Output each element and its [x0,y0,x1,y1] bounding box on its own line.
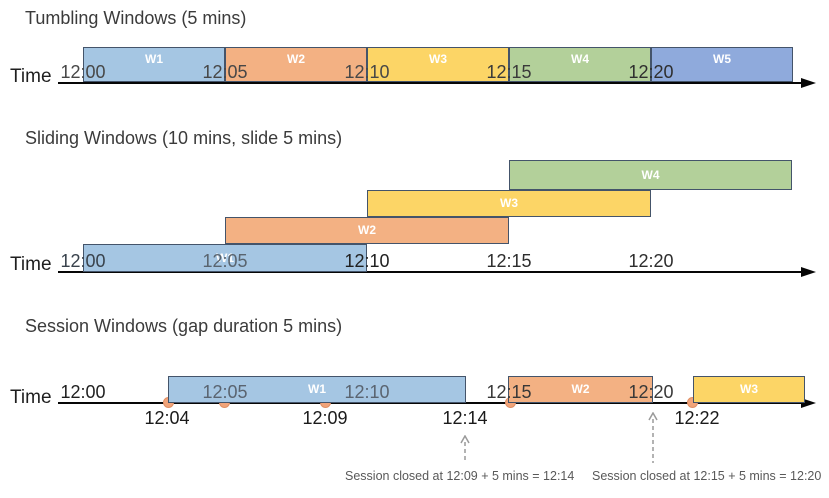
time-axis-arrowhead-icon [801,78,816,88]
time-axis-line [58,402,803,404]
axis-tick-label: 12:20 [628,251,674,271]
window-label: W4 [571,52,589,66]
window-label: W3 [500,196,518,210]
axis-tick-label: 12:05 [202,382,248,402]
window-box-w1: W1 [83,244,367,272]
dashed-up-arrow-icon [648,412,658,463]
axis-tick-label: 12:00 [60,382,106,402]
axis-tick-label: 12:05 [202,251,248,271]
window-label: W2 [571,382,590,396]
window-box-w2: W2 [225,217,509,244]
event-time-label: 12:14 [442,408,488,428]
section-title-sliding: Sliding Windows (10 mins, slide 5 mins) [25,128,343,148]
window-box-w3: W3 [367,190,651,217]
window-label: W1 [216,251,234,265]
window-box-w2: W2 [508,376,653,403]
window-box-w4: W4 [509,47,651,82]
window-box-w1: W1 [168,376,466,403]
window-label: W3 [429,52,447,66]
axis-tick-label: 12:10 [344,382,390,402]
time-axis-line [58,271,803,273]
time-axis-line [58,82,803,84]
window-label: W4 [641,168,660,182]
axis-tick-label: 12:10 [344,251,390,271]
axis-tick-label: 12:20 [628,382,674,402]
window-label: W2 [287,52,305,66]
axis-tick-label: 12:00 [60,251,106,271]
window-label: W3 [740,382,758,396]
event-time-label: 12:22 [674,408,720,428]
event-time-label: 12:09 [302,408,348,428]
section-title-tumbling: Tumbling Windows (5 mins) [25,8,247,28]
axis-tick-label: 12:15 [486,251,532,271]
axis-tick-label: 12:05 [202,62,248,82]
window-box-w5: W5 [651,47,793,82]
window-label: W5 [713,52,731,66]
dashed-up-arrow-icon [460,435,470,463]
window-box-w3: W3 [693,376,805,403]
axis-tick-label: 12:15 [486,62,532,82]
time-axis-label: Time [10,387,52,408]
axis-tick-label: 12:20 [628,62,674,82]
time-axis-label: Time [10,254,52,275]
window-box-w1: W1 [83,47,225,82]
window-box-w3: W3 [367,47,509,82]
axis-tick-label: 12:15 [486,382,532,402]
section-title-session: Session Windows (gap duration 5 mins) [25,316,343,336]
time-axis-arrowhead-icon [801,398,816,408]
event-time-label: 12:04 [144,408,190,428]
window-box-w2: W2 [225,47,367,82]
axis-tick-label: 12:00 [60,62,106,82]
session-close-annotation: Session closed at 12:15 + 5 mins = 12:20 [592,469,822,483]
time-axis-arrowhead-icon [801,267,816,277]
window-label: W1 [308,382,326,396]
window-label: W2 [358,223,376,237]
window-label: W1 [145,52,163,66]
session-close-annotation: Session closed at 12:09 + 5 mins = 12:14 [345,469,575,483]
window-box-w4: W4 [509,160,792,190]
axis-tick-label: 12:10 [344,62,390,82]
time-axis-label: Time [10,66,52,87]
